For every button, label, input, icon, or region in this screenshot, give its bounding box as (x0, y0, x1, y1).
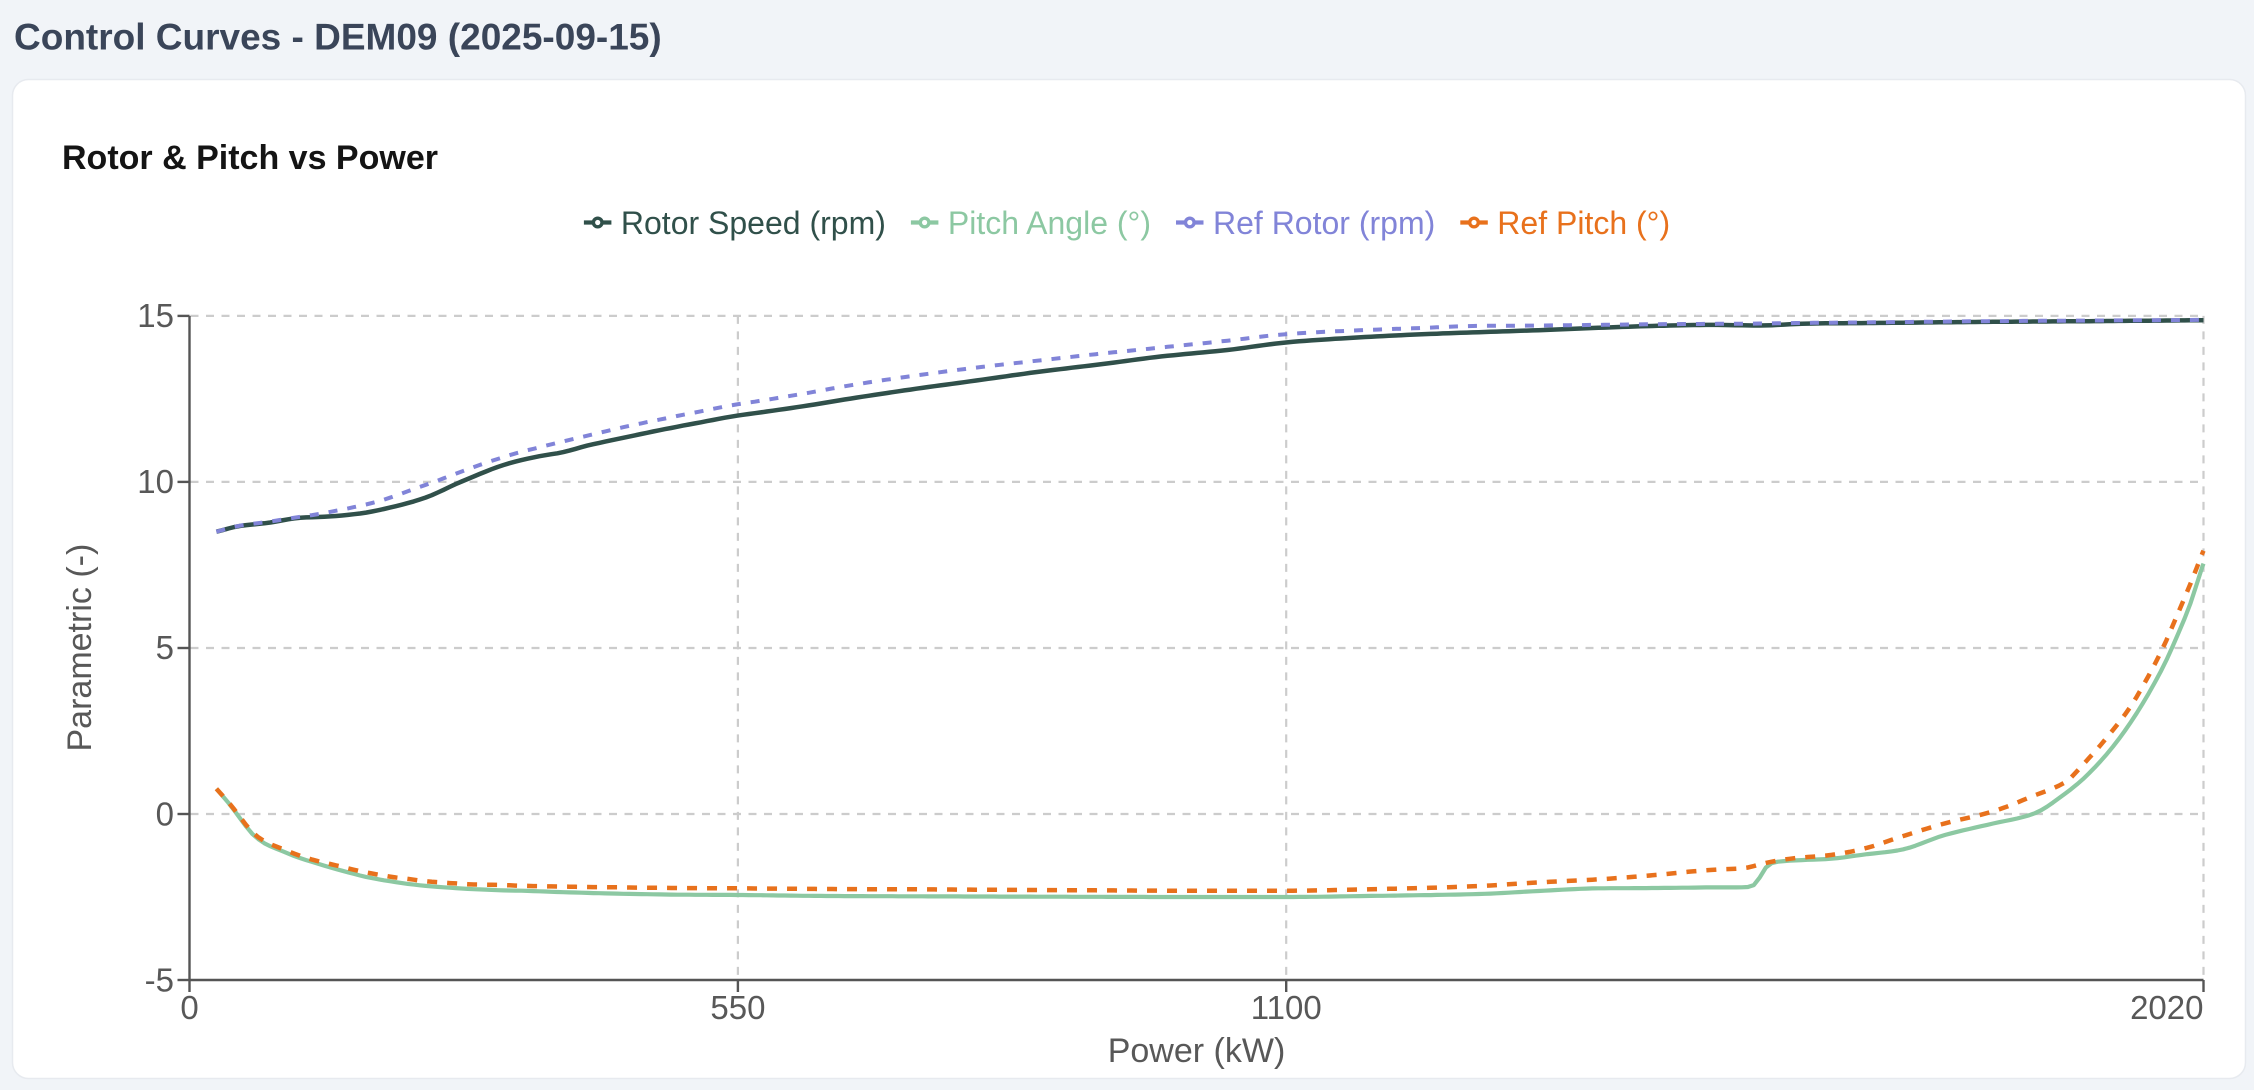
svg-text:2020: 2020 (2130, 989, 2203, 1026)
svg-text:Power (kW): Power (kW) (1108, 1032, 1286, 1070)
svg-text:Pitch Angle (°): Pitch Angle (°) (948, 205, 1151, 241)
svg-text:550: 550 (710, 989, 765, 1026)
svg-text:0: 0 (156, 795, 174, 832)
svg-text:Parametric (-): Parametric (-) (61, 544, 99, 752)
svg-text:Rotor Speed (rpm): Rotor Speed (rpm) (621, 205, 886, 241)
svg-text:0: 0 (180, 989, 198, 1026)
svg-text:10: 10 (137, 463, 174, 500)
svg-text:1100: 1100 (1251, 989, 1322, 1026)
svg-text:Ref Pitch (°): Ref Pitch (°) (1497, 205, 1670, 241)
svg-text:-5: -5 (145, 961, 174, 998)
svg-text:15: 15 (137, 297, 174, 334)
svg-text:5: 5 (156, 629, 174, 666)
svg-text:Rotor & Pitch vs Power: Rotor & Pitch vs Power (62, 139, 438, 177)
svg-text:Control Curves - DEM09 (2025-0: Control Curves - DEM09 (2025-09-15) (14, 17, 662, 58)
svg-text:Ref Rotor (rpm): Ref Rotor (rpm) (1213, 205, 1435, 241)
